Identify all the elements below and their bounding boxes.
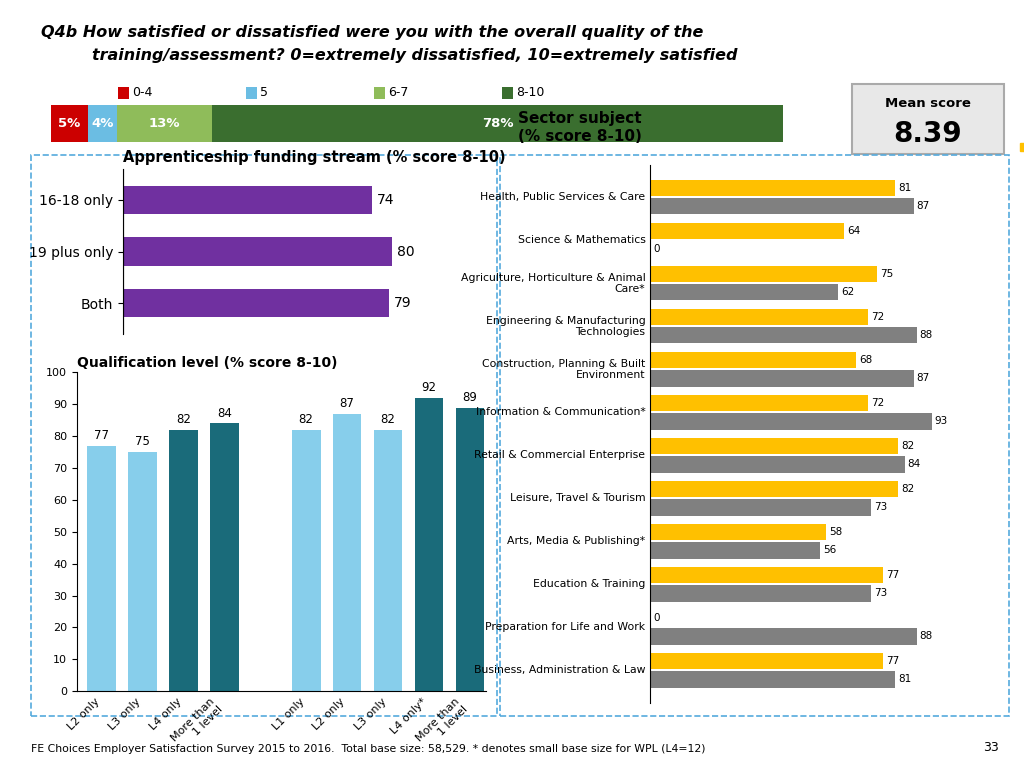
Text: 80: 80 <box>397 244 415 259</box>
Text: FE Choices Employer Satisfaction Survey 2015 to 2016.  Total base size: 58,529. : FE Choices Employer Satisfaction Survey … <box>31 744 706 754</box>
Text: 93: 93 <box>935 416 948 426</box>
Bar <box>650 542 820 558</box>
Text: 73: 73 <box>874 502 888 512</box>
Bar <box>210 423 239 691</box>
Text: 33: 33 <box>983 741 998 754</box>
Text: 5%: 5% <box>58 118 81 130</box>
Text: 8.39: 8.39 <box>893 121 963 148</box>
Text: 64: 64 <box>847 227 860 237</box>
Bar <box>128 452 157 691</box>
Bar <box>650 327 916 343</box>
Text: Qualification level (% score 8-10): Qualification level (% score 8-10) <box>77 356 337 370</box>
Text: 0: 0 <box>653 614 659 624</box>
Bar <box>650 456 904 472</box>
Text: 4%: 4% <box>91 118 114 130</box>
Bar <box>169 430 198 691</box>
Text: 73: 73 <box>874 588 888 598</box>
Text: 8-10: 8-10 <box>516 87 545 99</box>
Bar <box>650 370 913 386</box>
Text: 5: 5 <box>260 87 268 99</box>
Bar <box>650 284 838 300</box>
Bar <box>212 105 783 142</box>
Text: 81: 81 <box>898 184 911 194</box>
Text: 88: 88 <box>920 330 933 340</box>
Text: 78%: 78% <box>482 118 514 130</box>
Text: 82: 82 <box>381 413 395 426</box>
Bar <box>456 408 484 691</box>
FancyBboxPatch shape <box>852 84 1004 154</box>
Text: Apprenticeship funding stream (% score 8-10): Apprenticeship funding stream (% score 8… <box>123 150 506 165</box>
Text: 87: 87 <box>916 201 930 211</box>
Text: 6-7: 6-7 <box>388 87 409 99</box>
Text: 92: 92 <box>422 381 436 394</box>
Text: 81: 81 <box>898 674 911 684</box>
Text: 77: 77 <box>887 571 900 581</box>
Text: 74: 74 <box>377 193 394 207</box>
Bar <box>650 353 856 369</box>
Text: 0: 0 <box>653 244 659 254</box>
Bar <box>650 439 898 455</box>
Bar <box>650 198 913 214</box>
Text: 82: 82 <box>176 413 190 426</box>
Legend: Apprenticeship, WPL: Apprenticeship, WPL <box>1015 137 1024 160</box>
Bar <box>650 654 884 670</box>
Bar <box>117 105 212 142</box>
Text: 68: 68 <box>859 356 872 366</box>
Text: 89: 89 <box>463 391 477 404</box>
Text: 72: 72 <box>871 313 885 323</box>
Bar <box>650 568 884 584</box>
Text: 72: 72 <box>871 399 885 409</box>
Text: 84: 84 <box>907 459 921 469</box>
Text: Q4b How satisfied or dissatisfied were you with the overall quality of the: Q4b How satisfied or dissatisfied were y… <box>41 25 703 40</box>
Bar <box>650 396 868 412</box>
Bar <box>650 223 844 240</box>
Text: 82: 82 <box>299 413 313 426</box>
Bar <box>650 482 898 498</box>
Text: 77: 77 <box>94 429 109 442</box>
Bar <box>123 289 389 317</box>
Bar <box>650 671 895 687</box>
Bar <box>87 445 116 691</box>
Text: 0-4: 0-4 <box>132 87 153 99</box>
Text: 82: 82 <box>901 442 914 452</box>
Bar <box>650 499 871 515</box>
Text: 77: 77 <box>887 657 900 667</box>
Text: 79: 79 <box>393 296 412 310</box>
Text: Mean score: Mean score <box>885 98 971 111</box>
Bar <box>650 180 895 197</box>
Text: Sector subject
(% score 8-10): Sector subject (% score 8-10) <box>518 111 642 144</box>
Bar <box>123 237 392 266</box>
Text: 58: 58 <box>828 528 842 538</box>
Bar <box>650 585 871 601</box>
Bar <box>415 398 443 691</box>
Text: 56: 56 <box>823 545 836 555</box>
Text: training/assessment? 0=extremely dissatisfied, 10=extremely satisfied: training/assessment? 0=extremely dissati… <box>92 48 737 63</box>
Bar <box>123 186 372 214</box>
Text: 87: 87 <box>916 373 930 383</box>
Bar <box>88 105 117 142</box>
Text: 82: 82 <box>901 485 914 495</box>
Text: 75: 75 <box>135 435 150 449</box>
Bar <box>650 310 868 326</box>
Text: 88: 88 <box>920 631 933 641</box>
Bar <box>650 266 878 283</box>
Bar <box>51 105 88 142</box>
Bar <box>650 525 825 541</box>
Bar <box>650 413 932 429</box>
Text: 87: 87 <box>340 397 354 410</box>
Bar <box>374 430 402 691</box>
Text: 13%: 13% <box>148 118 180 130</box>
Bar <box>292 430 321 691</box>
Text: 84: 84 <box>217 406 231 419</box>
Bar <box>650 628 916 644</box>
Bar <box>333 414 361 691</box>
Text: 62: 62 <box>841 287 854 297</box>
Text: 75: 75 <box>881 270 894 280</box>
